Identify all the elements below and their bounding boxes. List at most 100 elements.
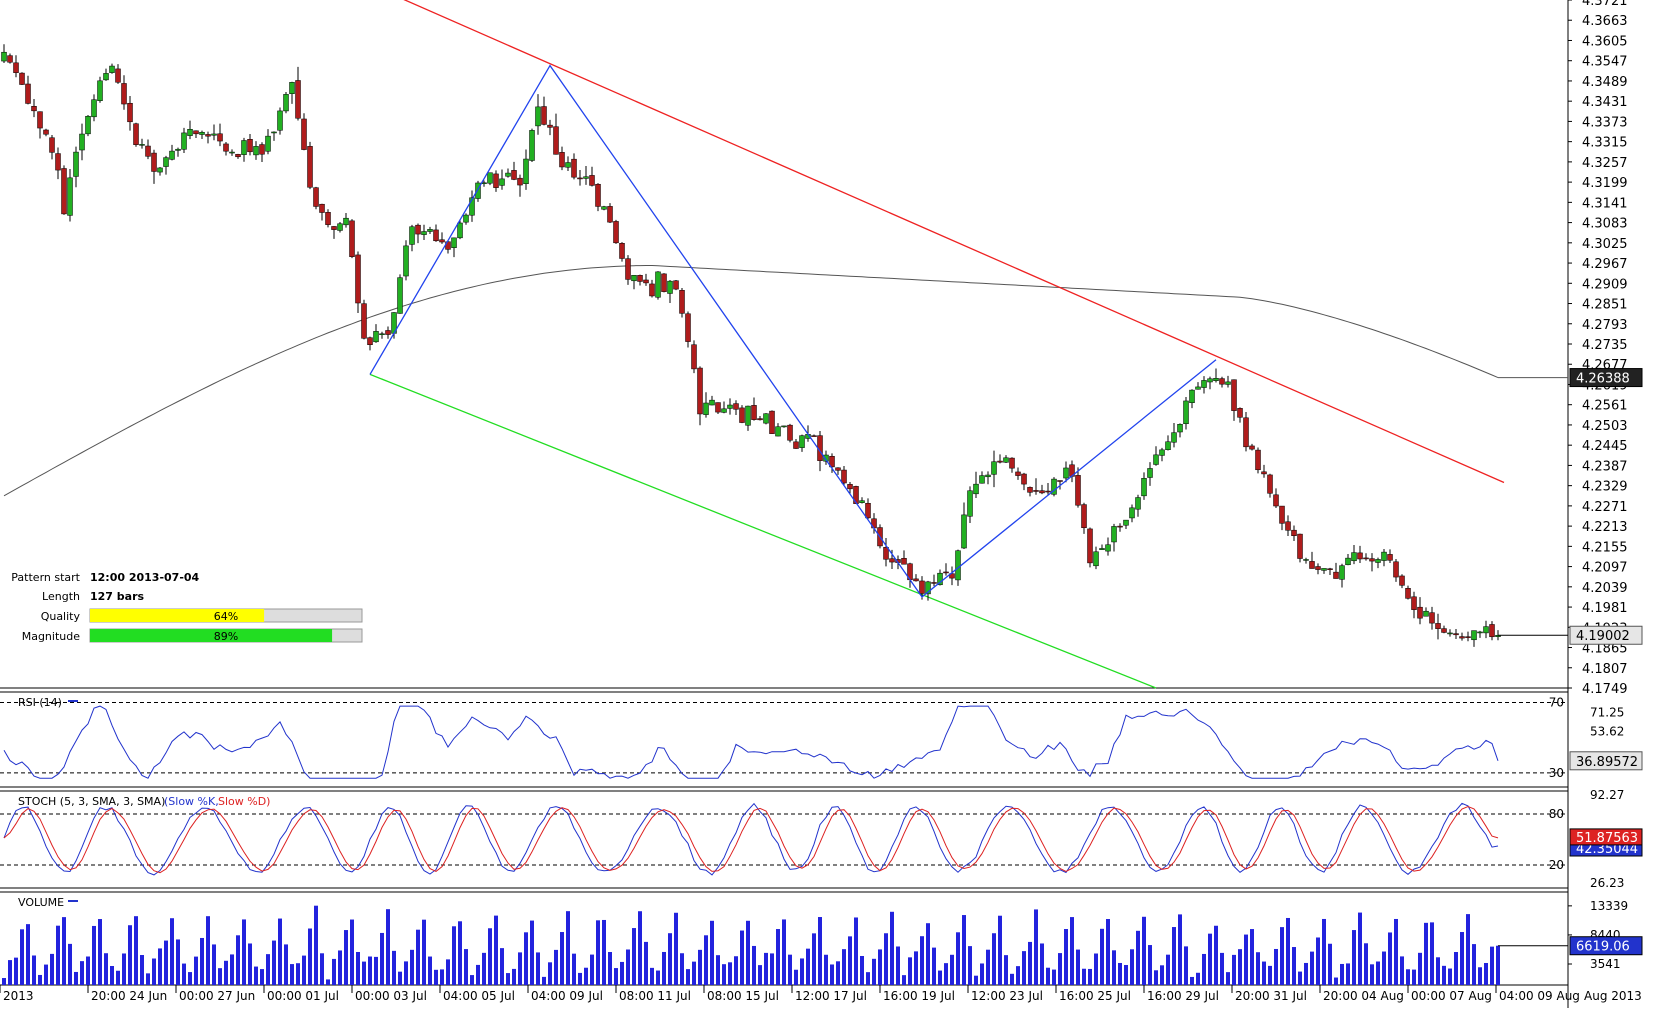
candle-body: [583, 176, 589, 179]
volume-bar: [1058, 953, 1062, 985]
volume-bar: [1040, 943, 1044, 985]
candle-body: [1327, 568, 1333, 570]
price-axis-tick-label: 4.2213: [1582, 520, 1628, 535]
volume-bar: [1184, 946, 1188, 985]
candle-body: [745, 405, 751, 426]
candle-body: [181, 132, 187, 150]
candle-body: [43, 129, 49, 135]
volume-bar: [380, 932, 384, 985]
candle-body: [1357, 552, 1363, 560]
volume-bar: [98, 919, 102, 985]
candle-body: [673, 280, 679, 290]
candle-body: [415, 224, 421, 235]
candle-body: [1129, 507, 1135, 519]
price-axis-tick-label: 4.2561: [1582, 399, 1628, 414]
volume-bar: [50, 953, 54, 985]
candle-body: [655, 271, 661, 298]
candle-body: [997, 460, 1003, 463]
volume-bar: [494, 915, 498, 985]
price-axis-tick-label: 4.2735: [1582, 338, 1628, 353]
volume-bar: [1244, 934, 1248, 985]
volume-bar: [464, 949, 468, 985]
candle-body: [1105, 544, 1111, 552]
candle-body: [433, 229, 439, 242]
volume-bar: [674, 912, 678, 985]
volume-bar: [1070, 917, 1074, 985]
candle-body: [169, 150, 175, 160]
time-axis-label: 08:00 11 Jul: [619, 989, 691, 1003]
volume-bar: [368, 956, 372, 985]
candle-body: [1477, 631, 1483, 634]
time-axis-label: 00:00 03 Jul: [355, 989, 427, 1003]
candle-body: [475, 182, 481, 199]
volume-bar: [506, 973, 510, 985]
volume-bar: [554, 949, 558, 985]
candle-body: [829, 456, 835, 468]
volume-bar: [26, 924, 30, 985]
candle-body: [1207, 378, 1213, 383]
volume-bar: [254, 966, 258, 985]
candle-body: [925, 581, 931, 595]
volume-value-label: 6619.06: [1576, 940, 1630, 955]
candle-body: [49, 137, 55, 153]
volume-bar: [668, 933, 672, 985]
volume-bar: [1346, 963, 1350, 985]
volume-bar: [524, 932, 528, 985]
price-axis-tick-label: 4.2851: [1582, 298, 1628, 313]
price-axis-tick-label: 4.3257: [1582, 156, 1628, 171]
volume-bar: [1208, 933, 1212, 985]
candle-body: [1345, 557, 1351, 566]
volume-bar: [1010, 973, 1014, 985]
volume-bar: [1118, 962, 1122, 985]
candle-body: [343, 217, 349, 226]
price-axis-tick-label: 4.3315: [1582, 136, 1628, 151]
candle-body: [1165, 441, 1171, 450]
volume-bar: [848, 936, 852, 985]
candle-body: [937, 572, 943, 586]
candle-body: [775, 426, 781, 437]
candle-body: [1177, 424, 1183, 433]
candle-body: [1363, 557, 1369, 560]
price-axis-tick-label: 4.3431: [1582, 95, 1628, 110]
candle-body: [1303, 559, 1309, 561]
candle-body: [463, 214, 469, 223]
volume-bar: [1304, 962, 1308, 985]
candle-body: [505, 172, 511, 177]
volume-bar: [476, 964, 480, 985]
candle-body: [625, 258, 631, 280]
candle-body: [1045, 490, 1051, 493]
candle-body: [721, 408, 727, 413]
volume-bar: [1160, 965, 1164, 985]
volume-bar: [1472, 944, 1476, 985]
candle-body: [361, 303, 367, 339]
volume-bar: [890, 911, 894, 985]
candle-body: [223, 143, 229, 152]
volume-bar: [1064, 929, 1068, 985]
candle-body: [1309, 561, 1315, 569]
candle-body: [517, 177, 523, 186]
volume-bar: [2, 978, 6, 985]
volume-bar: [1166, 954, 1170, 985]
candle-body: [1453, 633, 1459, 636]
volume-bar: [1100, 928, 1104, 985]
candle-body: [163, 157, 169, 167]
volume-bar: [1256, 952, 1260, 985]
price-axis-tick-label: 4.2155: [1582, 540, 1628, 555]
candle-body: [1273, 494, 1279, 507]
volume-tick-label: 13339: [1590, 899, 1628, 913]
volume-bar: [152, 958, 156, 985]
candle-body: [1465, 636, 1471, 638]
candle-body: [589, 175, 595, 186]
candle-body: [1429, 612, 1435, 624]
volume-bar: [1496, 945, 1500, 985]
candle-body: [1249, 445, 1255, 450]
volume-bar: [1388, 932, 1392, 985]
volume-bar: [230, 954, 234, 985]
volume-bar: [1454, 952, 1458, 985]
price-axis-tick-label: 4.2097: [1582, 561, 1628, 576]
volume-bar: [908, 957, 912, 985]
volume-bar: [1214, 925, 1218, 985]
time-axis-label: 16:00 29 Jul: [1147, 989, 1219, 1003]
candle-body: [1123, 519, 1129, 526]
